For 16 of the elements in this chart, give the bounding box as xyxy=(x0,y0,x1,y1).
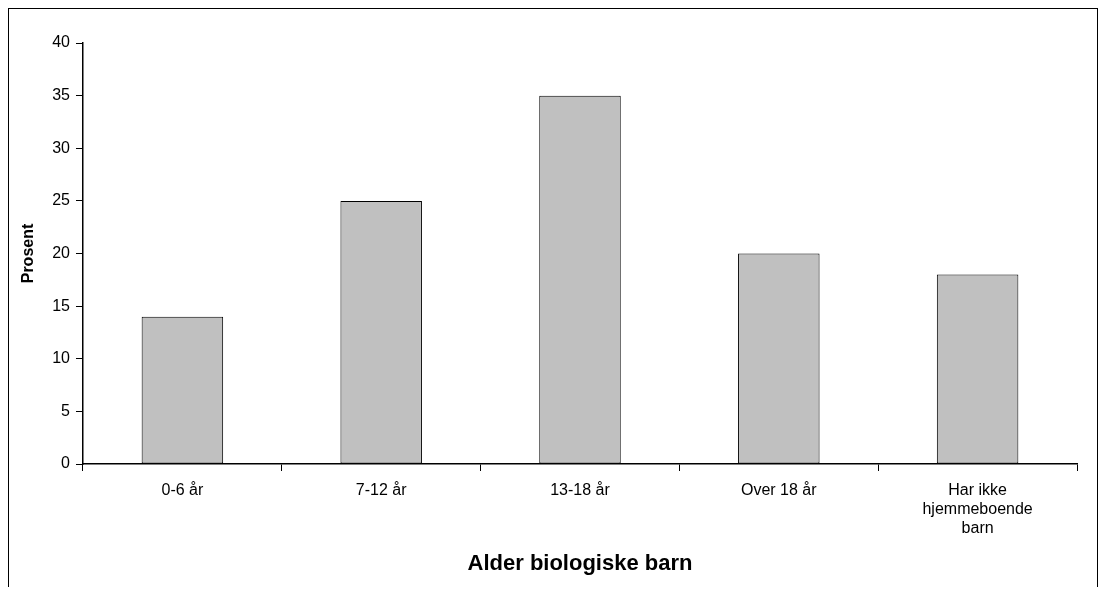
y-tick-label: 15 xyxy=(52,296,71,314)
y-tick-label: 20 xyxy=(52,243,71,261)
y-tick-label: 5 xyxy=(61,401,71,419)
y-tick-label: 35 xyxy=(52,86,71,104)
x-axis-title: Alder biologiske barn xyxy=(467,549,693,575)
y-axis-title: Prosent xyxy=(19,223,37,284)
x-tick-label: Over 18 år xyxy=(741,481,818,499)
y-tick-label: 0 xyxy=(61,454,71,472)
x-tick-label: 13-18 år xyxy=(550,481,611,499)
y-tick-label: 30 xyxy=(52,138,71,156)
x-tick-label: 7-12 år xyxy=(355,481,408,499)
x-tick-label: Har ikke hjemmeboende barn xyxy=(922,481,1033,537)
y-tick-label: 40 xyxy=(52,33,71,51)
y-tick-label: 10 xyxy=(52,349,71,367)
x-tick-label: 0-6 år xyxy=(161,481,204,499)
y-tick-label: 25 xyxy=(52,191,71,209)
